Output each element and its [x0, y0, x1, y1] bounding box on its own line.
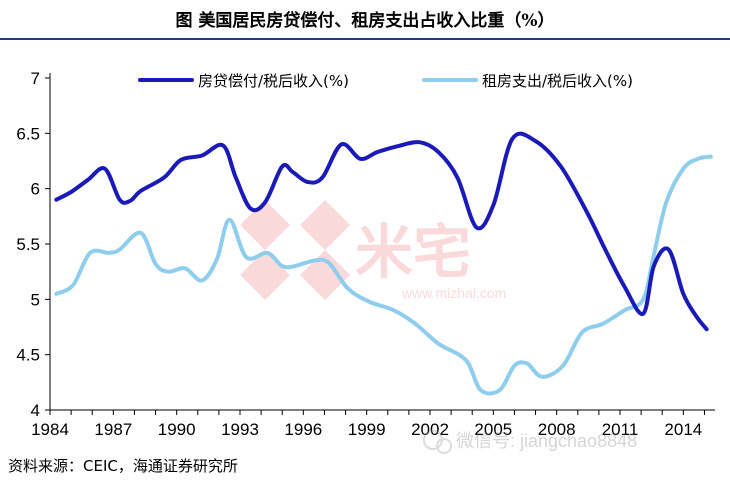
y-tick-label: 6 [31, 180, 40, 199]
y-tick-label: 7 [31, 69, 40, 88]
y-tick-label: 4 [31, 401, 40, 420]
x-tick-label: 2008 [538, 420, 576, 439]
watermark-logo-text: 米宅 [355, 220, 471, 285]
x-tick-label: 1984 [31, 420, 69, 439]
x-tick-label: 1990 [158, 420, 196, 439]
watermark: 米宅 www.mizhai.com [240, 200, 506, 301]
watermark-url: www.mizhai.com [401, 285, 506, 301]
chart-axes: 4 4.5 5 5.5 6 6.5 7 1984 1987 1990 1993 1996 1999 200… [16, 69, 715, 439]
legend-label-series-1: 房贷偿付/税后收入(%) [198, 72, 349, 90]
wechat-icon [423, 430, 443, 450]
legend-label-series-2: 租房支出/税后收入(%) [482, 72, 633, 90]
wechat-watermark: 微信号: jiangchao8848 [423, 430, 637, 454]
x-tick-label: 1993 [221, 420, 259, 439]
x-tick-label: 2011 [602, 420, 639, 439]
title-rule [0, 38, 730, 40]
wechat-id-text: 微信号: jiangchao8848 [456, 431, 637, 451]
x-tick-label: 2014 [664, 420, 702, 439]
y-tick-label: 6.5 [16, 124, 40, 143]
chart-series [54, 131, 713, 396]
y-tick-label: 4.5 [16, 346, 40, 365]
x-tick-label: 1987 [94, 420, 132, 439]
series-line-2 [54, 154, 713, 396]
watermark-logo-mark [240, 200, 350, 300]
y-tick-label: 5.5 [16, 235, 40, 254]
legend: 房贷偿付/税后收入(%) 租房支出/税后收入(%) [138, 72, 633, 90]
x-tick-label: 1996 [284, 420, 322, 439]
x-tick-label: 2005 [474, 420, 512, 439]
x-tick-label: 1999 [348, 420, 386, 439]
x-tick-label: 2002 [411, 420, 449, 439]
y-tick-label: 5 [31, 290, 40, 309]
series-line-1 [54, 131, 709, 332]
source-note: 资料来源：CEIC，海通证券研究所 [8, 457, 238, 475]
chart-title: 图 美国居民房贷偿付、租房支出占收入比重（%） [175, 11, 555, 31]
wechat-icon-bubble [436, 438, 452, 454]
